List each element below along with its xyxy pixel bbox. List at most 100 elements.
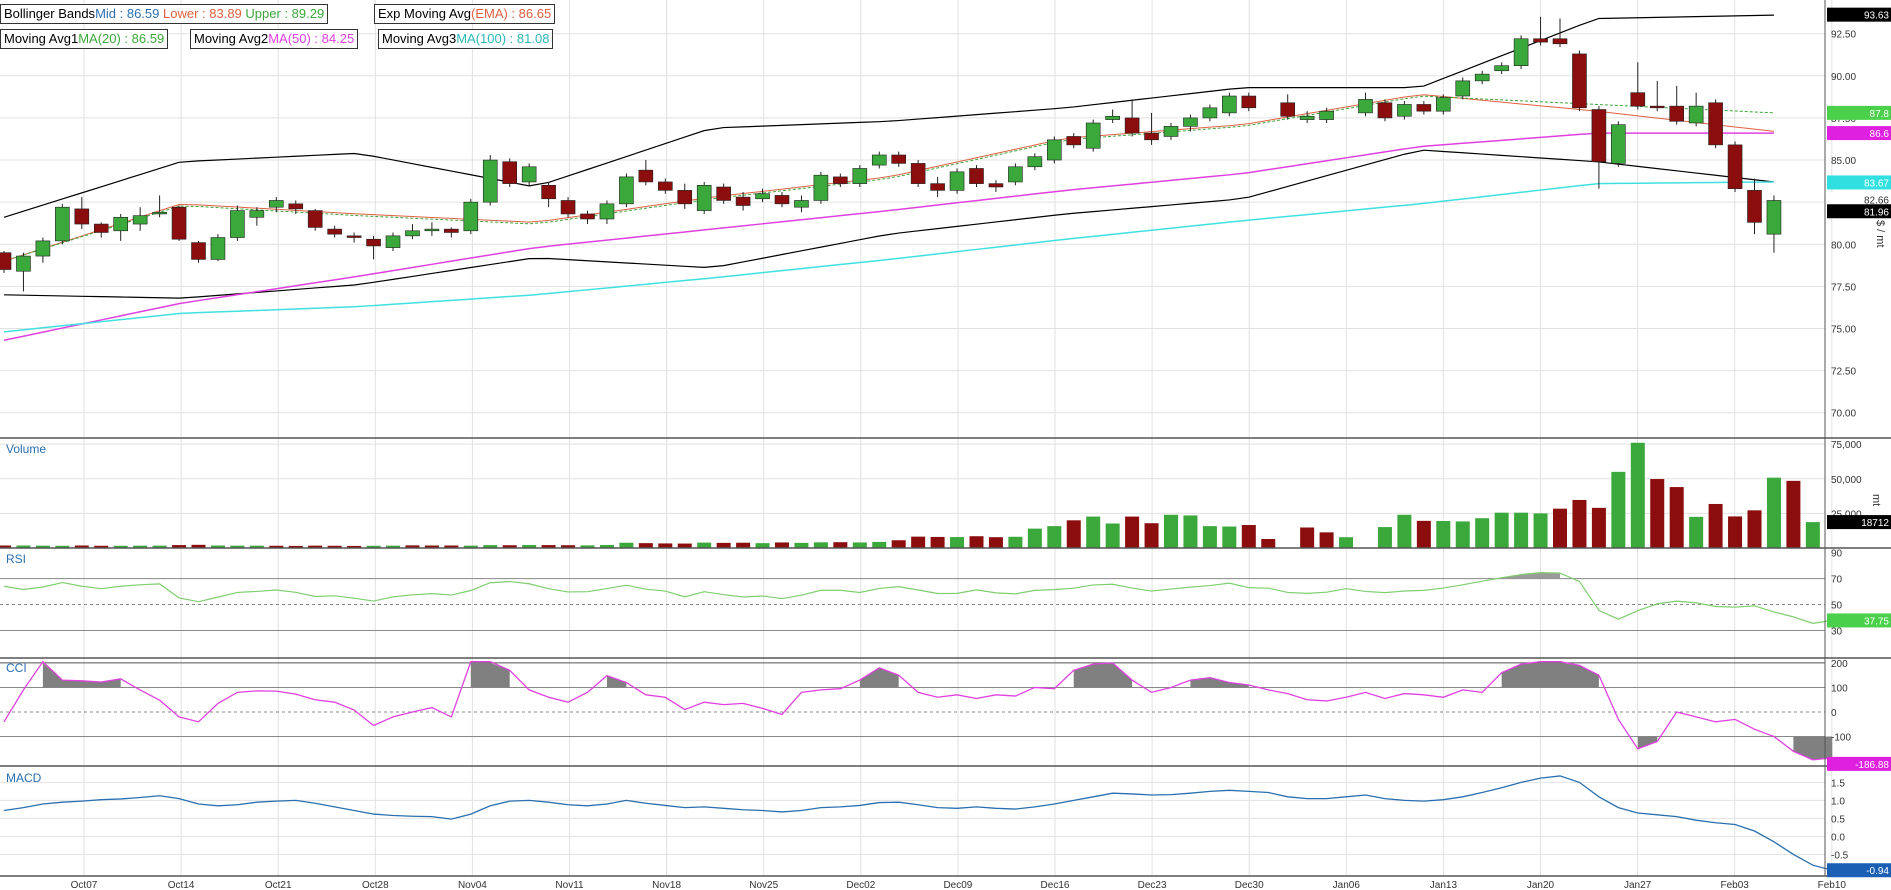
volume-bar xyxy=(1475,518,1490,548)
price-value-tag-label: 87.8 xyxy=(1870,109,1890,120)
bollinger-legend-lower: Lower : 83.89 xyxy=(163,6,242,21)
x-tick-label: Dec30 xyxy=(1235,880,1264,890)
volume-bar xyxy=(55,545,70,548)
rsi-overbought-fill xyxy=(1501,572,1560,579)
volume-bar xyxy=(16,545,31,548)
candle-up xyxy=(871,154,887,166)
volume-bar xyxy=(969,536,984,548)
volume-bar xyxy=(1728,516,1743,548)
ma1-legend: Moving Avg1MA(20) : 86.59 xyxy=(0,29,169,49)
volume-bar xyxy=(35,545,50,548)
volume-bar xyxy=(1416,520,1431,548)
candle-up xyxy=(1047,139,1062,161)
x-tick-label: Dec09 xyxy=(943,880,972,890)
macd-tick-label: 0.0 xyxy=(1831,832,1845,843)
ema-legend-name: Exp Moving Avg xyxy=(378,6,471,21)
volume-bar xyxy=(1241,525,1256,548)
volume-bar xyxy=(911,536,926,548)
candle-up xyxy=(813,174,829,201)
cci-value-tag-label: -186.88 xyxy=(1855,760,1889,771)
candle-up xyxy=(405,230,420,237)
ma20-line xyxy=(3,95,1774,262)
volume-bar xyxy=(950,537,965,548)
bollinger-upper-line xyxy=(3,14,1774,218)
ema-line xyxy=(3,94,1775,262)
volume-bar xyxy=(1591,507,1606,548)
volume-bar xyxy=(1222,526,1237,548)
candle-up xyxy=(1202,107,1218,119)
volume-bar xyxy=(755,543,770,548)
candle-up xyxy=(463,201,479,232)
candle-up xyxy=(949,171,965,191)
rsi-tick-label: 50 xyxy=(1831,601,1843,612)
x-tick-label: Dec23 xyxy=(1138,880,1167,890)
volume-bar xyxy=(1766,477,1781,548)
candle-up xyxy=(210,237,226,260)
candle-up xyxy=(521,166,537,183)
volume-bar xyxy=(1164,514,1178,548)
volume-tick-label: 25,000 xyxy=(1831,509,1862,520)
x-tick-label: Dec16 xyxy=(1041,880,1070,890)
candle-up xyxy=(113,217,128,232)
x-tick-label: Nov18 xyxy=(652,880,681,890)
candle-down xyxy=(0,252,12,270)
bollinger-legend-upper: Upper : 89.29 xyxy=(245,6,325,21)
ema-legend-param: (EMA) : 86.65 xyxy=(470,6,552,21)
volume-panel: Volume xyxy=(0,442,1820,548)
volume-bar xyxy=(1202,526,1217,548)
x-tick-label: Dec02 xyxy=(846,880,875,890)
volume-bar xyxy=(347,545,362,548)
volume-bar xyxy=(1650,479,1665,548)
x-tick-label: Oct28 xyxy=(362,880,389,890)
volume-bar xyxy=(1339,537,1354,548)
volume-bar xyxy=(813,542,828,548)
price-value-tag xyxy=(1827,126,1891,141)
volume-bar xyxy=(891,540,906,548)
volume-bar xyxy=(988,537,1003,548)
volume-bar xyxy=(210,545,225,548)
volume-bar xyxy=(405,545,420,548)
volume-bar xyxy=(1572,499,1587,548)
candle-up xyxy=(16,255,31,272)
volume-title: Volume xyxy=(6,442,46,456)
volume-bar xyxy=(1319,532,1334,548)
candle-down xyxy=(1708,102,1723,146)
volume-bar xyxy=(1747,510,1762,548)
volume-bar xyxy=(522,544,537,548)
volume-bar xyxy=(736,542,751,548)
volume-bar xyxy=(1008,536,1023,548)
price-tick-label: 75.00 xyxy=(1831,325,1856,336)
volume-bar xyxy=(794,542,809,548)
x-tick-label: Feb03 xyxy=(1721,880,1750,890)
volume-bar xyxy=(152,545,167,548)
x-tick-label: Oct14 xyxy=(168,880,195,890)
candle-down xyxy=(1377,102,1393,119)
candle-up xyxy=(1105,115,1120,120)
candle-down xyxy=(1533,38,1548,43)
cci-overbought-fill xyxy=(606,675,627,688)
candle-up xyxy=(755,193,770,200)
rsi-panel: RSI xyxy=(0,552,1833,632)
volume-bar xyxy=(1805,522,1820,548)
candle-down xyxy=(930,183,945,191)
price-value-tag xyxy=(1827,7,1891,22)
macd-tick-label: -0.5 xyxy=(1831,850,1849,861)
candle-down xyxy=(560,200,576,215)
cci-panel: CCI xyxy=(0,660,1833,761)
volume-bar xyxy=(1066,520,1081,548)
volume-bar xyxy=(1689,516,1704,548)
rsi-tick-label: 90 xyxy=(1831,549,1843,560)
candle-down xyxy=(891,154,907,164)
volume-bar xyxy=(930,536,945,548)
volume-bar xyxy=(502,545,517,548)
price-value-tag xyxy=(1827,192,1891,207)
candle-down xyxy=(988,183,1004,188)
volume-bar xyxy=(1261,539,1276,548)
candle-down xyxy=(657,181,673,191)
ma3-legend: Moving Avg3MA(100) : 81.08 xyxy=(378,29,554,49)
candle-down xyxy=(1280,102,1295,117)
candle-up xyxy=(249,210,265,218)
candle-down xyxy=(1727,144,1743,189)
candle-up xyxy=(1027,156,1043,168)
candle-up xyxy=(230,210,245,238)
